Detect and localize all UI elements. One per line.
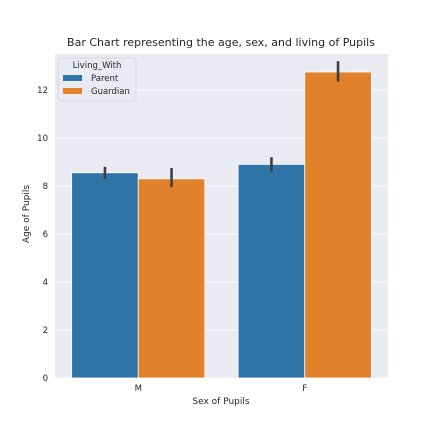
y-tick-label: 8 <box>43 182 48 192</box>
legend-label-parent: Parent <box>91 74 119 84</box>
legend: Living_With Parent Guardian <box>57 57 137 102</box>
legend-title: Living_With <box>73 61 122 71</box>
x-tick-label: F <box>302 384 307 394</box>
y-tick-label: 0 <box>43 374 48 384</box>
y-axis-ticks: 0 2 4 6 8 10 12 <box>37 86 48 384</box>
bar-parent-m <box>71 172 139 379</box>
y-tick-label: 12 <box>37 86 48 96</box>
y-axis-label: Age of Pupils <box>22 185 32 243</box>
legend-swatch-parent <box>63 75 82 81</box>
y-tick-label: 6 <box>43 230 48 240</box>
bars <box>71 71 372 379</box>
y-tick-label: 2 <box>43 326 48 336</box>
error-bars <box>103 61 340 188</box>
bar-guardian-m <box>137 178 206 379</box>
x-axis-label: Sex of Pupils <box>192 397 250 407</box>
legend-label-guardian: Guardian <box>91 87 130 97</box>
legend-swatch-guardian <box>63 88 82 94</box>
bar-parent-f <box>237 163 306 379</box>
y-tick-label: 10 <box>37 134 48 144</box>
bar-guardian-f <box>304 71 372 379</box>
chart-title: Bar Chart representing the age, sex, and… <box>67 36 375 49</box>
y-tick-label: 4 <box>43 278 48 288</box>
x-tick-label: M <box>135 384 142 394</box>
